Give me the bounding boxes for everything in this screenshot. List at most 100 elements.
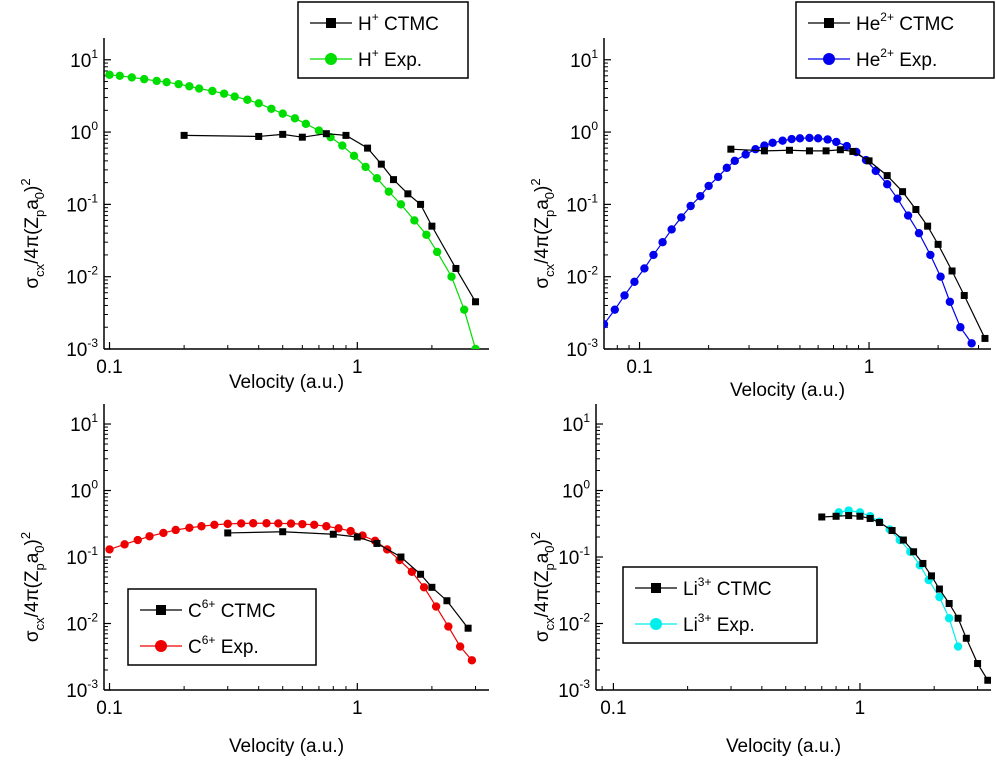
data-point-square bbox=[924, 222, 932, 230]
legend-text-base: H bbox=[358, 50, 372, 71]
data-point-square bbox=[404, 190, 412, 198]
y-label-part: σ bbox=[532, 277, 553, 289]
data-point-square bbox=[875, 519, 883, 527]
y-tick-exponent: -1 bbox=[87, 544, 98, 558]
y-axis-label: σcx/4π(Zpa0)2 bbox=[528, 178, 557, 288]
data-point-circle bbox=[298, 519, 307, 529]
y-tick-exponent: 0 bbox=[91, 478, 98, 492]
legend-entry-label: C6+ Exp. bbox=[188, 633, 259, 658]
data-point-circle bbox=[667, 225, 676, 234]
y-tick-label: 100 bbox=[70, 478, 98, 503]
legend: Li3+ CTMC Li3+ Exp. bbox=[622, 566, 818, 644]
legend-marker-square bbox=[824, 18, 834, 28]
y-axis-label: σcx/4π(Zpa0)2 bbox=[528, 532, 557, 642]
y-tick-exponent: -1 bbox=[87, 191, 98, 205]
data-point-circle bbox=[945, 297, 955, 306]
legend-text-base: Li bbox=[683, 615, 698, 636]
legend-text-base: C bbox=[188, 601, 202, 622]
data-point-circle bbox=[926, 250, 935, 260]
data-point-square bbox=[934, 240, 942, 248]
legend-text-rest: Exp. bbox=[894, 50, 937, 71]
legend-entry-label: He2+ Exp. bbox=[856, 46, 937, 71]
data-point-circle bbox=[686, 201, 695, 211]
data-point-circle bbox=[795, 134, 805, 143]
data-point-circle bbox=[914, 228, 924, 238]
data-point-square bbox=[960, 291, 968, 299]
y-label-part: 0 bbox=[32, 545, 47, 552]
y-label-part: cx bbox=[542, 617, 557, 631]
data-point-circle bbox=[338, 141, 347, 150]
data-point-circle bbox=[407, 567, 417, 576]
x-tick-label: 0.1 bbox=[96, 698, 122, 719]
legend-box bbox=[127, 588, 317, 666]
data-point-circle bbox=[171, 525, 180, 535]
data-point-circle bbox=[730, 156, 739, 166]
data-point-square bbox=[899, 536, 907, 544]
legend-text-sup: 6+ bbox=[202, 597, 216, 611]
y-axis-label: σcx/4π(Zpa0)2 bbox=[18, 532, 47, 642]
y-tick-label: 10-1 bbox=[66, 544, 98, 569]
data-point-square bbox=[353, 533, 361, 541]
data-point-square bbox=[452, 264, 460, 272]
y-label-part: a bbox=[532, 199, 553, 210]
legend-text-sup: 2+ bbox=[880, 10, 894, 24]
data-point-square bbox=[954, 614, 962, 622]
series-line bbox=[227, 531, 469, 629]
y-label-part: p bbox=[32, 210, 47, 217]
data-point-circle bbox=[248, 519, 258, 528]
data-point-circle bbox=[310, 520, 319, 530]
data-point-circle bbox=[658, 237, 667, 247]
y-label-part: /4π(Z bbox=[532, 217, 553, 264]
data-point-circle bbox=[842, 141, 851, 151]
data-point-circle bbox=[396, 200, 406, 209]
data-point-circle bbox=[751, 144, 760, 154]
data-point-circle bbox=[115, 71, 124, 81]
data-point-circle bbox=[967, 339, 976, 348]
y-tick-exponent: 1 bbox=[591, 47, 598, 61]
data-point-square bbox=[397, 553, 405, 561]
data-point-circle bbox=[152, 76, 161, 86]
legend-text-base: C bbox=[188, 637, 202, 658]
legend-text-rest: CTMC bbox=[894, 14, 954, 35]
data-point-circle bbox=[467, 656, 477, 665]
data-point-circle bbox=[893, 194, 902, 203]
data-point-square bbox=[785, 146, 793, 154]
data-point-circle bbox=[444, 622, 453, 631]
data-point-circle bbox=[741, 150, 750, 159]
data-point-square bbox=[373, 539, 381, 547]
data-point-square bbox=[727, 145, 735, 153]
data-point-square bbox=[888, 527, 896, 535]
data-point-square bbox=[255, 132, 263, 140]
data-point-circle bbox=[823, 135, 832, 144]
data-point-circle bbox=[223, 519, 232, 529]
y-tick-label: 101 bbox=[70, 411, 98, 436]
data-point-circle bbox=[722, 163, 732, 173]
data-point-circle bbox=[704, 181, 713, 191]
data-point-square bbox=[912, 205, 920, 213]
x-axis-label: Velocity (a.u.) bbox=[726, 736, 841, 757]
y-label-part: ) bbox=[22, 539, 43, 545]
data-point-circle bbox=[197, 522, 206, 531]
y-tick-exponent: 0 bbox=[583, 478, 590, 492]
data-point-circle bbox=[145, 532, 154, 541]
legend-entry-label: Li3+ CTMC bbox=[683, 575, 772, 600]
x-tick-label: 1 bbox=[352, 698, 363, 719]
data-point-square bbox=[428, 222, 436, 230]
legend-marker-circle bbox=[325, 53, 337, 65]
y-tick-label: 10-2 bbox=[66, 264, 98, 289]
data-point-square bbox=[981, 334, 989, 342]
legend-text-rest: Exp. bbox=[215, 637, 258, 658]
data-point-square bbox=[974, 660, 982, 668]
legend-entry-label: Li3+ Exp. bbox=[683, 611, 755, 636]
data-point-circle bbox=[230, 92, 239, 101]
data-point-square bbox=[342, 131, 350, 139]
x-tick-label: 0.1 bbox=[96, 357, 122, 378]
data-point-circle bbox=[778, 136, 787, 145]
data-point-circle bbox=[120, 540, 129, 549]
legend-text-base: H bbox=[358, 14, 372, 35]
data-point-circle bbox=[696, 191, 705, 201]
y-tick-exponent: 1 bbox=[91, 411, 98, 425]
data-point-circle bbox=[432, 247, 442, 257]
data-point-square bbox=[224, 529, 232, 537]
